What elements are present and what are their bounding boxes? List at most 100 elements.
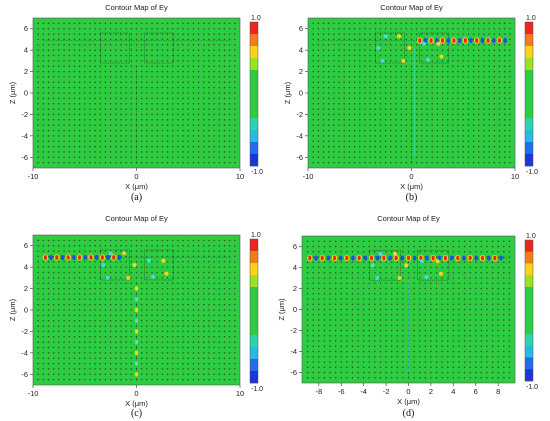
lattice-dot <box>63 362 65 365</box>
lattice-dot <box>483 108 485 110</box>
lattice-dot <box>452 245 455 248</box>
lattice-dot <box>312 49 314 51</box>
lattice-dot <box>140 60 143 62</box>
lattice-dot <box>109 76 112 78</box>
lattice-dot <box>467 44 470 46</box>
lattice-dot <box>503 272 505 274</box>
lattice-dot <box>187 76 189 78</box>
lattice-dot <box>436 92 439 94</box>
x-ticks: -10 0 10 <box>303 168 519 181</box>
lattice-dot <box>58 156 60 159</box>
lattice-dot <box>405 33 408 35</box>
lattice-dot <box>68 298 70 301</box>
lattice-dot <box>436 151 439 153</box>
lattice-dot <box>115 373 117 376</box>
lattice-dot <box>213 239 215 242</box>
lattice-dot <box>357 293 359 295</box>
lattice-dot <box>323 366 326 368</box>
lattice-dot <box>413 277 415 279</box>
lattice-dot <box>441 324 443 326</box>
lattice-dot <box>197 33 200 35</box>
lattice-dot <box>463 329 466 332</box>
lattice-dot <box>177 92 179 94</box>
lattice-dot <box>348 38 351 41</box>
lattice-dot <box>208 314 210 317</box>
lattice-dot <box>498 113 501 116</box>
lattice-dot <box>63 261 65 263</box>
lattice-dot <box>161 151 164 153</box>
lattice-dot <box>421 108 423 110</box>
lattice-dot <box>223 319 226 322</box>
colorbar-segment <box>525 154 533 167</box>
lattice-dot <box>228 135 231 137</box>
colorbar-segment <box>525 298 533 311</box>
lattice-dot <box>182 346 184 349</box>
lattice-dot <box>78 319 81 322</box>
colorbar-segment <box>525 357 533 370</box>
lattice-dot <box>208 266 210 268</box>
lattice-dot <box>478 119 480 121</box>
lattice-dot <box>58 81 60 84</box>
lattice-dot <box>462 97 464 100</box>
lattice-dot <box>208 319 210 322</box>
lattice-dot <box>333 33 335 35</box>
lattice-dot <box>78 124 81 126</box>
lattice-dot <box>369 54 371 57</box>
lattice-dot <box>493 60 496 62</box>
lattice-dot <box>146 81 148 84</box>
lattice-dot <box>413 261 415 263</box>
lattice-dot <box>213 151 215 153</box>
lattice-dot <box>435 314 438 316</box>
lattice-dot <box>478 108 480 110</box>
lattice-dot <box>467 81 470 84</box>
lattice-dot <box>384 60 387 62</box>
lattice-dot <box>84 76 86 78</box>
lattice-dot <box>37 44 39 46</box>
lattice-dot <box>503 371 505 374</box>
lattice-dot <box>94 362 96 365</box>
lattice-dot <box>115 378 117 381</box>
lattice-dot <box>197 293 200 295</box>
lattice-dot <box>480 308 483 311</box>
colorbar-min-label: -1.0 <box>526 384 538 391</box>
lattice-dot <box>234 271 236 274</box>
lattice-dot <box>192 151 195 153</box>
lattice-dot <box>498 135 501 137</box>
lattice-dot <box>78 325 81 327</box>
lattice-dot <box>497 314 499 316</box>
lattice-dot <box>52 362 55 365</box>
field-core <box>456 255 460 261</box>
lattice-dot <box>228 97 231 100</box>
lattice-dot <box>374 340 376 342</box>
lattice-dot <box>390 38 392 41</box>
lattice-dot <box>395 108 397 110</box>
colorbar-segment <box>250 347 258 360</box>
lattice-dot <box>146 255 148 258</box>
lattice-dot <box>467 129 470 132</box>
lattice-dot <box>52 298 55 301</box>
lattice-dot <box>68 65 70 67</box>
lattice-dot <box>491 340 494 342</box>
lattice-dot <box>135 135 138 137</box>
lattice-dot <box>146 368 148 370</box>
lattice-dot <box>362 371 365 374</box>
lattice-dot <box>89 27 91 30</box>
lattice-dot <box>73 92 76 94</box>
lattice-dot <box>426 119 428 121</box>
lattice-dot <box>322 60 325 62</box>
lattice-dot <box>400 33 402 35</box>
lattice-dot <box>405 81 408 84</box>
lattice-dot <box>322 135 325 137</box>
lattice-dot <box>462 22 464 25</box>
lattice-dot <box>415 60 418 62</box>
lattice-dot <box>467 124 470 126</box>
lattice-dot <box>348 113 351 116</box>
lattice-dot <box>192 378 195 381</box>
lattice-dot <box>346 293 348 295</box>
lattice-dot <box>58 336 60 338</box>
lattice-dot <box>161 346 164 349</box>
lattice-dot <box>452 156 454 159</box>
lattice-dot <box>166 325 169 327</box>
lattice-dot <box>374 70 377 73</box>
lattice-dot <box>340 340 342 342</box>
